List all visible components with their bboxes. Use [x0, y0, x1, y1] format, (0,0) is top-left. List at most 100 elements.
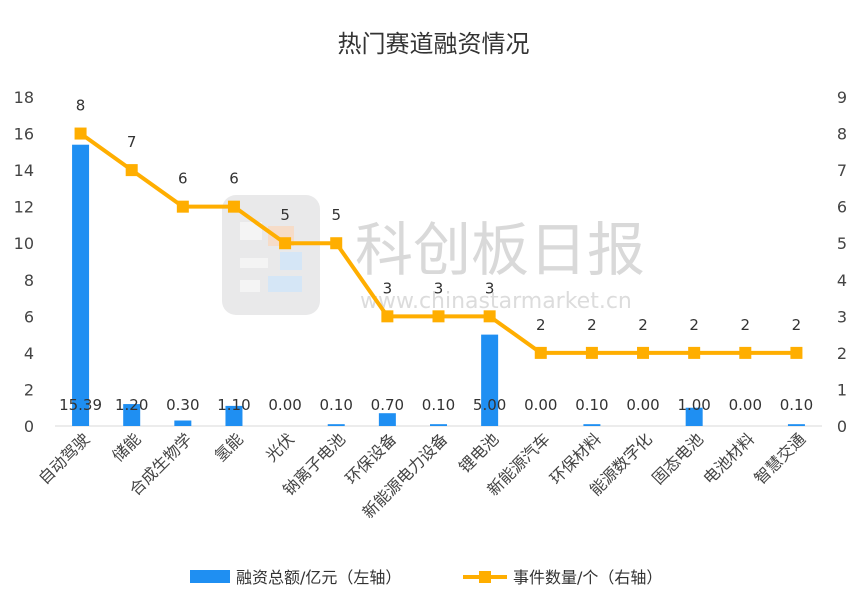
right-axis-tick-label: 5 [837, 234, 847, 253]
line-series [74, 127, 803, 359]
line-data-label: 5 [331, 206, 341, 224]
chart-title: 热门赛道融资情况 [338, 30, 530, 58]
bar [327, 424, 345, 426]
line-point [432, 310, 445, 323]
line-point [381, 310, 394, 323]
line-data-label: 3 [485, 279, 495, 297]
watermark-text: 科创板日报 [355, 216, 645, 284]
watermark-logo-block [240, 258, 268, 268]
bar [430, 424, 447, 426]
left-axis-tick-label: 12 [14, 198, 34, 217]
bar-series [72, 144, 805, 426]
bar-data-label: 0.00 [268, 396, 301, 414]
left-axis-tick-label: 18 [14, 88, 34, 107]
right-axis-tick-label: 1 [837, 380, 847, 399]
legend-bar-swatch [190, 570, 230, 583]
right-axis-tick-label: 2 [837, 344, 847, 363]
bar [123, 404, 141, 426]
bar-data-label: 0.00 [626, 396, 659, 414]
bar-data-label: 1.20 [115, 396, 148, 414]
bar [378, 413, 396, 426]
line-point [534, 346, 547, 359]
category-label: 电池材料 [699, 429, 758, 488]
watermark-logo-block [268, 276, 302, 292]
right-axis-tick-label: 4 [837, 271, 847, 290]
left-axis-tick-label: 16 [14, 125, 34, 144]
right-axis-tick-label: 3 [837, 307, 847, 326]
category-label: 储能 [108, 429, 144, 465]
left-axis-tick-label: 10 [14, 234, 34, 253]
line-point [637, 346, 650, 359]
bar-data-label: 15.39 [59, 396, 102, 414]
category-label: 光伏 [262, 429, 298, 465]
right-axis-tick-label: 9 [837, 88, 847, 107]
right-axis-tick-label: 0 [837, 417, 847, 436]
line-point [279, 237, 292, 250]
watermark-url: www.chinastarmarket.cn [360, 289, 632, 314]
bar-data-label: 0.00 [729, 396, 762, 414]
line-point [483, 310, 496, 323]
bar [481, 334, 499, 426]
bar-data-label: 0.00 [524, 396, 557, 414]
left-axis-tick-label: 14 [14, 161, 34, 180]
bar-data-label: 0.10 [575, 396, 608, 414]
bar [174, 420, 192, 426]
legend-bar-label: 融资总额/亿元（左轴） [236, 568, 401, 587]
line-data-label: 2 [587, 316, 597, 334]
category-label: 锂电池 [455, 429, 502, 476]
category-label: 固态电池 [648, 429, 707, 488]
line-data-label: 2 [689, 316, 699, 334]
line-point [330, 237, 343, 250]
legend-line-marker [479, 571, 491, 583]
left-axis-tick-label: 6 [24, 307, 34, 326]
line-point [585, 346, 598, 359]
category-label: 氢能 [211, 429, 247, 465]
right-axis-tick-label: 7 [837, 161, 847, 180]
bar-data-label: 0.10 [422, 396, 455, 414]
bar-data-label: 0.70 [371, 396, 404, 414]
watermark-logo-icon [222, 195, 320, 315]
left-axis-tick-label: 8 [24, 271, 34, 290]
line-data-label: 2 [792, 316, 802, 334]
left-axis-tick-label: 0 [24, 417, 34, 436]
right-axis: 0 1 2 3 4 5 6 7 8 9 [837, 88, 847, 436]
line-point [790, 346, 803, 359]
line-point [739, 346, 752, 359]
left-axis-tick-label: 4 [24, 344, 34, 363]
left-axis: 0 2 4 6 8 10 12 14 16 18 [14, 88, 34, 436]
bar [72, 144, 90, 426]
line-point [227, 200, 240, 213]
line-data-label: 2 [638, 316, 648, 334]
bar-data-labels: 15.39 1.20 0.30 1.10 0.00 0.10 0.70 0.10 5.00 0.0… [59, 396, 813, 414]
bar-data-label: 0.10 [780, 396, 813, 414]
legend-line-label: 事件数量/个（右轴） [513, 568, 662, 587]
legend: 融资总额/亿元（左轴） 事件数量/个（右轴） [190, 568, 662, 587]
bar [583, 424, 601, 426]
bar-data-label: 0.30 [166, 396, 199, 414]
line-point [176, 200, 189, 213]
line-data-label: 3 [434, 279, 444, 297]
left-axis-tick-label: 2 [24, 380, 34, 399]
bar-data-label: 5.00 [473, 396, 506, 414]
bar-data-label: 1.00 [677, 396, 710, 414]
line-data-label: 6 [229, 170, 239, 188]
bar-data-label: 0.10 [320, 396, 353, 414]
bar [685, 407, 703, 426]
bar [225, 405, 243, 426]
watermark-logo-block [240, 280, 260, 292]
line-point [125, 164, 138, 177]
line-data-label: 3 [383, 279, 393, 297]
line-data-label: 7 [127, 133, 137, 151]
line-point [74, 127, 87, 140]
bar-data-label: 1.10 [217, 396, 250, 414]
bar [787, 424, 805, 426]
line-data-label: 6 [178, 170, 188, 188]
watermark-logo-block [280, 252, 302, 270]
right-axis-tick-label: 6 [837, 198, 847, 217]
line-data-label: 2 [536, 316, 546, 334]
category-label: 自动驾驶 [35, 429, 94, 488]
line-data-label: 2 [741, 316, 751, 334]
line-point [688, 346, 701, 359]
